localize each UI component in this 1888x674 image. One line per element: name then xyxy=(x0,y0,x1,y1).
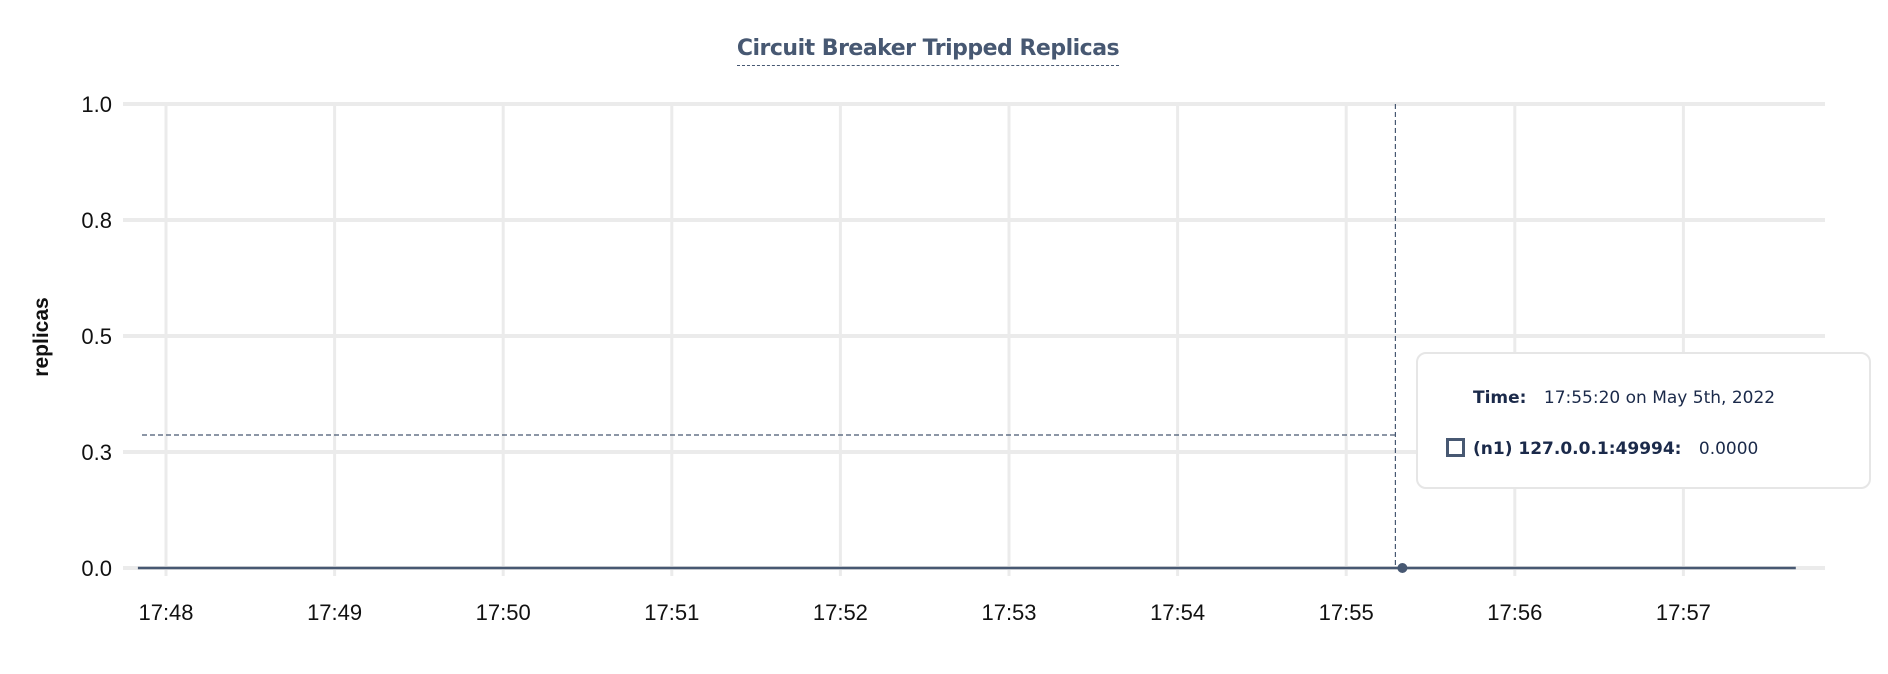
hover-point xyxy=(1397,563,1408,573)
y-tick-label: 1.0 xyxy=(81,92,112,117)
hover-tooltip: Time: 17:55:20 on May 5th, 2022 (n1) 127… xyxy=(1416,352,1871,489)
series-swatch-icon xyxy=(1446,438,1465,457)
x-tick-label: 17:52 xyxy=(813,600,868,625)
x-tick-label: 17:56 xyxy=(1487,600,1542,625)
x-tick-label: 17:54 xyxy=(1150,600,1205,625)
tooltip-time-label: Time: xyxy=(1473,388,1527,408)
chart-title: Circuit Breaker Tripped Replicas xyxy=(0,36,1856,66)
y-tick-label: 0.5 xyxy=(81,324,112,349)
x-tick-label: 17:55 xyxy=(1319,600,1374,625)
x-tick-label: 17:49 xyxy=(307,600,362,625)
y-tick-label: 0.8 xyxy=(81,208,112,233)
tooltip-series-value: 0.0000 xyxy=(1698,439,1759,459)
y-tick-label: 0.0 xyxy=(81,556,112,581)
y-tick-label: 0.3 xyxy=(81,440,112,465)
tooltip-series-label: (n1) 127.0.0.1:49994: xyxy=(1473,439,1682,459)
x-tick-label: 17:51 xyxy=(644,600,699,625)
tooltip-time-value: 17:55:20 on May 5th, 2022 xyxy=(1543,388,1776,408)
x-tick-label: 17:50 xyxy=(476,600,531,625)
x-tick-label: 17:53 xyxy=(981,600,1036,625)
x-tick-label: 17:48 xyxy=(138,600,193,625)
x-tick-label: 17:57 xyxy=(1656,600,1711,625)
